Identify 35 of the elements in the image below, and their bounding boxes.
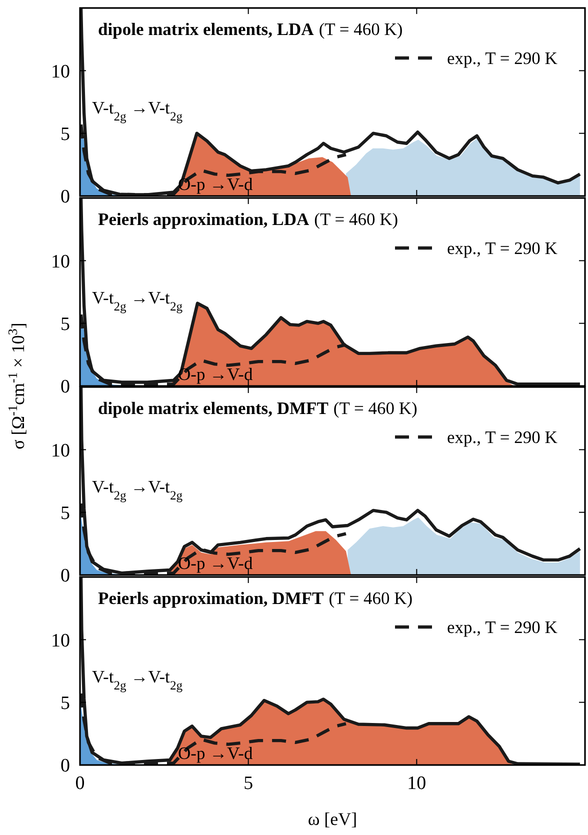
series-label: O-p →V-d <box>178 553 253 573</box>
x-tick-label: 5 <box>244 773 254 794</box>
y-tick-label: 10 <box>51 61 70 82</box>
x-tick-label: 0 <box>75 773 85 794</box>
text: dipole matrix elements, DMFT <box>98 398 329 418</box>
y-tick-label: 0 <box>60 376 70 398</box>
y-tick-label: 5 <box>60 314 70 335</box>
y-tick-label: 5 <box>60 692 70 714</box>
text: Peierls approximation, LDA <box>98 209 310 229</box>
legend-label: exp., T = 290 K <box>447 48 558 68</box>
y-tick-label: 5 <box>60 124 70 145</box>
legend-label: exp., T = 290 K <box>447 427 558 448</box>
series-label: O-p →V-d <box>178 364 253 384</box>
text: dipole matrix elements, LDA <box>98 19 314 39</box>
legend-label: exp., T = 290 K <box>447 617 558 638</box>
text: (T = 460 K) <box>314 209 398 229</box>
series-label: V-t$_{2g}$ →V-t$_{2g}$ <box>92 288 184 314</box>
y-tick-label: 10 <box>51 440 70 462</box>
y-tick-label: 0 <box>60 186 70 208</box>
series-label: O-p →V-d <box>178 743 253 763</box>
legend-label: exp., T = 290 K <box>447 238 558 258</box>
series-label: V-t$_{2g}$ →V-t$_{2g}$ <box>92 98 184 124</box>
series-label: V-t$_{2g}$ →V-t$_{2g}$ <box>92 476 184 502</box>
y-tick-label: 10 <box>51 630 70 652</box>
y-tick-label: 0 <box>60 566 70 587</box>
text: (T = 460 K) <box>328 588 413 608</box>
y-tick-label: 10 <box>51 251 70 272</box>
text: (T = 460 K) <box>318 19 403 39</box>
series-label: V-t$_{2g}$ →V-t$_{2g}$ <box>92 666 184 692</box>
text: Peierls approximation, DMFT <box>98 588 324 608</box>
x-tick-label: 10 <box>407 773 426 794</box>
x-axis-title: ω [eV] <box>308 809 358 829</box>
text: (T = 460 K) <box>333 398 418 418</box>
y-tick-label: 0 <box>60 756 70 777</box>
y-tick-label: 5 <box>60 502 70 524</box>
